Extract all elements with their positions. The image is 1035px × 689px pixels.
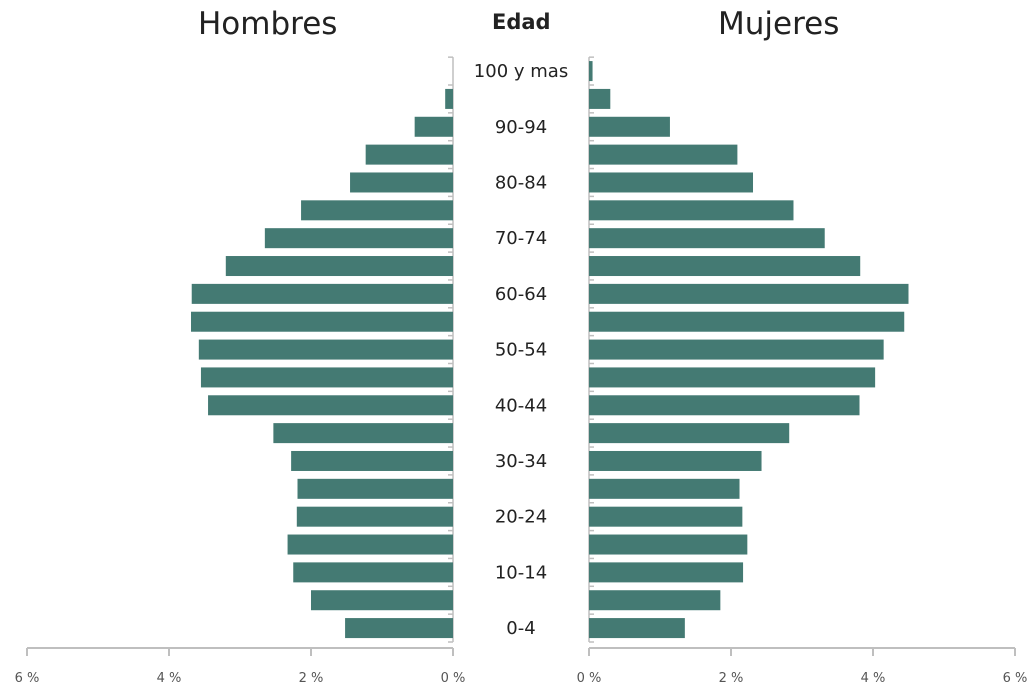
bar-mujeres xyxy=(589,256,861,277)
bar-hombres xyxy=(200,367,453,388)
bar-mujeres xyxy=(589,506,743,527)
bar-hombres xyxy=(191,311,453,332)
right-title: Mujeres xyxy=(718,6,840,42)
bar-mujeres xyxy=(589,116,670,137)
left-title: Hombres xyxy=(198,6,338,42)
bar-mujeres xyxy=(589,144,738,165)
bar-mujeres xyxy=(589,367,876,388)
bar-hombres xyxy=(287,534,453,555)
right-x-tick-label: 6 % xyxy=(1003,671,1028,686)
left-x-tick-label: 0 % xyxy=(441,671,466,686)
bar-mujeres xyxy=(589,562,744,583)
age-label: 20-24 xyxy=(495,507,547,528)
right-x-tick-label: 0 % xyxy=(577,671,602,686)
age-label: 50-54 xyxy=(495,340,547,361)
age-label: 0-4 xyxy=(506,618,535,639)
bar-mujeres xyxy=(589,478,740,499)
left-x-tick-label: 6 % xyxy=(15,671,40,686)
age-label: 30-34 xyxy=(495,451,547,472)
bar-mujeres xyxy=(589,172,754,193)
age-label: 90-94 xyxy=(495,117,547,138)
bar-mujeres xyxy=(589,228,825,249)
bar-hombres xyxy=(191,283,453,304)
bar-hombres xyxy=(273,423,453,444)
bar-mujeres xyxy=(589,618,685,639)
bar-hombres xyxy=(345,618,453,639)
bar-hombres xyxy=(198,339,453,360)
bar-hombres xyxy=(296,506,453,527)
bar-hombres xyxy=(445,88,453,109)
left-x-tick-label: 4 % xyxy=(157,671,182,686)
center-title: Edad xyxy=(492,10,551,34)
age-label: 70-74 xyxy=(495,228,547,249)
bar-hombres xyxy=(350,172,453,193)
bar-mujeres xyxy=(589,450,762,471)
bar-mujeres xyxy=(589,88,611,109)
bar-mujeres xyxy=(589,423,790,444)
bar-hombres xyxy=(301,200,453,221)
right-x-tick-label: 4 % xyxy=(861,671,886,686)
age-label: 100 y mas xyxy=(474,61,568,82)
bar-hombres xyxy=(208,395,453,416)
bar-hombres xyxy=(293,562,453,583)
bar-mujeres xyxy=(589,311,905,332)
bar-hombres xyxy=(297,478,453,499)
bar-hombres xyxy=(291,450,453,471)
bar-mujeres xyxy=(589,200,794,221)
left-x-tick-label: 2 % xyxy=(299,671,324,686)
bar-hombres xyxy=(365,144,453,165)
bar-hombres xyxy=(311,590,453,611)
bar-hombres xyxy=(264,228,453,249)
bar-mujeres xyxy=(589,395,860,416)
age-label: 60-64 xyxy=(495,284,547,305)
bar-mujeres xyxy=(589,339,884,360)
age-label: 10-14 xyxy=(495,562,547,583)
bar-mujeres xyxy=(589,590,721,611)
bar-hombres xyxy=(225,256,453,277)
age-label: 80-84 xyxy=(495,172,547,193)
right-x-tick-label: 2 % xyxy=(719,671,744,686)
bar-hombres xyxy=(414,116,453,137)
age-label: 40-44 xyxy=(495,395,547,416)
bar-mujeres xyxy=(589,283,909,304)
bar-mujeres xyxy=(589,61,593,82)
bar-mujeres xyxy=(589,534,748,555)
